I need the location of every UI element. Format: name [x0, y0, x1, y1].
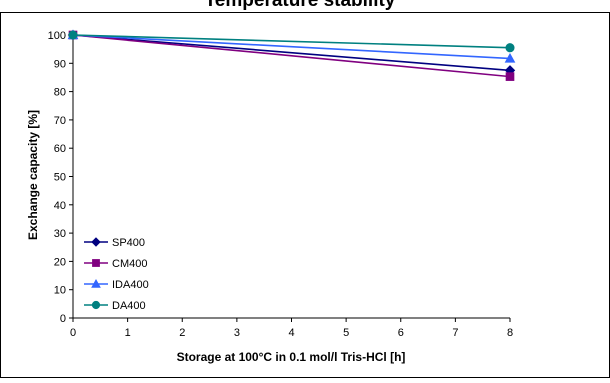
y-tick-label: 60 [54, 143, 66, 155]
data-point-cm400 [505, 72, 515, 81]
legend-label-ida400: IDA400 [112, 279, 149, 291]
series-line-sp400 [72, 34, 511, 72]
data-point-da400 [68, 30, 78, 40]
x-axis: 0 1 2 3 4 5 6 7 8 [70, 317, 513, 339]
y-tick-label: 10 [54, 285, 66, 297]
x-tick-label: 8 [507, 327, 513, 339]
y-tick-label: 0 [60, 313, 66, 325]
y-tick-label: 20 [54, 256, 66, 268]
x-tick-label: 4 [288, 327, 294, 339]
series-line-cm400 [72, 34, 511, 78]
y-axis-label: Exchange capacity [%] [26, 110, 40, 240]
x-axis-label: Storage at 100°C in 0.1 mol/l Tris-HCl [… [177, 350, 406, 364]
x-tick-label: 0 [70, 327, 76, 339]
y-tick-label: 100 [48, 30, 66, 42]
x-tick-label: 3 [234, 327, 240, 339]
y-axis: 0 10 20 30 40 50 60 70 80 90 100 [48, 30, 74, 325]
legend-marker-cm400 [92, 259, 100, 267]
y-tick-label: 80 [54, 87, 66, 99]
y-tick-label: 70 [54, 115, 66, 127]
legend-label-cm400: CM400 [112, 258, 147, 270]
legend: SP400 CM400 IDA400 DA400 [84, 237, 149, 312]
data-point-ida400 [504, 52, 516, 63]
legend-item-ida400: IDA400 [84, 278, 149, 291]
chart-frame [0, 12, 610, 378]
y-tick-label: 30 [54, 228, 66, 240]
legend-label-sp400: SP400 [112, 237, 145, 249]
series-line-da400 [72, 34, 511, 49]
legend-item-sp400: SP400 [84, 237, 145, 249]
x-tick-label: 6 [398, 327, 404, 339]
legend-label-da400: DA400 [112, 300, 146, 312]
data-point-da400 [505, 43, 515, 53]
legend-marker-sp400 [91, 237, 101, 247]
x-tick-label: 1 [125, 327, 131, 339]
series-line-ida400 [72, 34, 511, 60]
chart-title: Temperature stability [205, 0, 396, 11]
legend-item-da400: DA400 [84, 300, 146, 312]
x-tick-label: 7 [452, 327, 458, 339]
x-tick-label: 5 [343, 327, 349, 339]
x-tick-label: 2 [179, 327, 185, 339]
y-tick-label: 40 [54, 200, 66, 212]
y-tick-label: 50 [54, 172, 66, 184]
y-tick-label: 90 [54, 58, 66, 70]
series-layer [67, 29, 516, 81]
legend-item-cm400: CM400 [84, 258, 147, 270]
series-da400 [68, 30, 515, 53]
legend-marker-da400 [91, 300, 101, 310]
legend-marker-ida400 [91, 278, 101, 288]
